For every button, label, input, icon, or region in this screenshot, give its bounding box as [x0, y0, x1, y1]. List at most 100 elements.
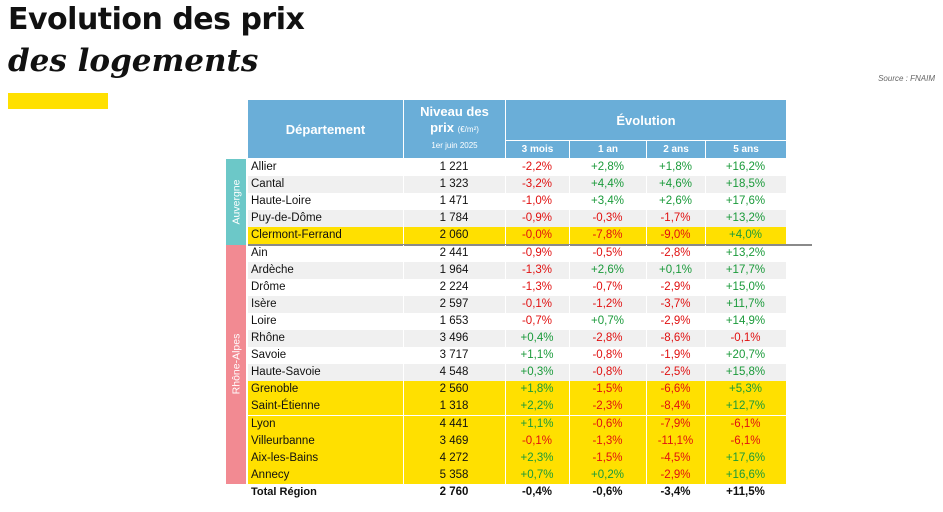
department-name: Savoie — [251, 349, 287, 362]
evolution-value: -6,6% — [660, 383, 691, 396]
evolution-value: -6,1% — [730, 434, 761, 447]
column-divider — [569, 261, 570, 279]
column-divider — [646, 449, 647, 467]
price-value: 1 964 — [439, 263, 469, 276]
column-divider — [646, 381, 647, 399]
department-name: Puy-de-Dôme — [251, 212, 322, 225]
department-name: Grenoble — [251, 383, 299, 396]
header-niveau-line2-wrap: prix (€/m²) — [430, 120, 479, 138]
column-divider — [646, 415, 647, 433]
evolution-value: -7,9% — [660, 417, 691, 430]
column-divider — [505, 227, 506, 245]
evolution-value: -1,5% — [592, 451, 623, 464]
total-evolution: -3,4% — [660, 485, 691, 498]
column-divider — [646, 295, 647, 313]
department-name: Villeurbanne — [251, 434, 315, 447]
price-value: 3 496 — [439, 332, 469, 344]
column-divider — [705, 176, 706, 194]
evolution-value: +2,6% — [659, 195, 692, 208]
evolution-value: +4,6% — [659, 178, 692, 191]
column-divider — [569, 227, 570, 245]
evolution-value: -0,8% — [592, 349, 623, 362]
department-name: Loire — [251, 314, 277, 327]
evolution-value: -11,1% — [657, 434, 694, 447]
evolution-value: +12,7% — [725, 400, 766, 413]
title-accent-bar — [8, 93, 108, 109]
row-background — [248, 466, 786, 484]
row-background — [248, 227, 786, 245]
table-row: Haute-Loire 1 471 -1,0% +3,4% +2,6% +17,6% — [226, 193, 786, 211]
table-row: Clermont-Ferrand 2 060 -0,0% -7,8% -9,0% +4,0… — [226, 227, 786, 245]
row-background — [248, 295, 786, 313]
evolution-value: -2,5% — [660, 366, 691, 379]
source-note: Source : FNAIM — [878, 74, 935, 83]
evolution-value: +4,0% — [729, 229, 762, 242]
column-divider — [505, 381, 506, 399]
column-divider — [705, 466, 706, 484]
evolution-value: -1,3% — [521, 280, 553, 293]
evolution-value: -2,8% — [592, 332, 623, 344]
price-value: 4 441 — [439, 417, 469, 430]
header-niveau-line2: prix — [430, 120, 454, 135]
table-row: Allier 1 221 -2,2% +2,8% +1,8% +16,2% — [226, 159, 786, 176]
evolution-value: +13,2% — [725, 246, 766, 259]
column-divider — [705, 364, 706, 382]
evolution-value: -0,1% — [521, 297, 553, 310]
evolution-value: +1,8% — [659, 161, 692, 173]
evolution-value: -2,9% — [660, 314, 691, 327]
evolution-value: +0,1% — [659, 263, 692, 276]
evolution-value: +1,1% — [520, 417, 554, 430]
department-name: Clermont-Ferrand — [251, 229, 342, 242]
table-row: Aix-les-Bains 4 272 +2,3% -1,5% -4,5% +17,6% — [226, 449, 786, 467]
region-label: Auvergne — [226, 159, 246, 245]
row-background — [248, 210, 786, 228]
evolution-value: -0,9% — [521, 246, 553, 259]
department-name: Haute-Loire — [251, 195, 312, 208]
column-divider — [403, 466, 404, 484]
evolution-value: +0,7% — [591, 314, 624, 327]
price-value: 3 717 — [439, 349, 469, 362]
header-period-5a: 5 ans — [706, 141, 786, 158]
table-row: Puy-de-Dôme 1 784 -0,9% -0,3% -1,7% +13,2% — [226, 210, 786, 228]
department-name: Haute-Savoie — [251, 366, 321, 379]
column-divider — [403, 347, 404, 365]
evolution-value: -3,7% — [660, 297, 691, 310]
department-name: Annecy — [251, 468, 290, 481]
price-value: 1 221 — [439, 161, 469, 173]
total-evolution: -0,4% — [521, 485, 553, 498]
department-name: Allier — [251, 161, 277, 173]
column-divider — [505, 176, 506, 194]
column-divider — [403, 449, 404, 467]
column-divider — [505, 261, 506, 279]
evolution-value: +5,3% — [729, 383, 762, 396]
column-divider — [403, 295, 404, 313]
evolution-value: +15,8% — [725, 366, 766, 379]
column-divider — [505, 398, 506, 416]
column-divider — [705, 227, 706, 245]
evolution-value: +1,8% — [520, 383, 554, 396]
department-name: Ain — [251, 246, 268, 259]
table-row: Savoie 3 717 +1,1% -0,8% -1,9% +20,7% — [226, 347, 786, 365]
price-value: 2 060 — [439, 229, 469, 242]
column-divider — [505, 193, 506, 211]
column-divider — [505, 210, 506, 228]
evolution-value: -1,3% — [592, 434, 623, 447]
column-divider — [705, 261, 706, 279]
evolution-value: +18,5% — [725, 178, 766, 191]
row-background — [248, 432, 786, 450]
page-title-line1: Evolution des prix — [8, 2, 305, 37]
table-row: Grenoble 2 560 +1,8% -1,5% -6,6% +5,3% — [226, 381, 786, 399]
evolution-value: -1,9% — [660, 349, 691, 362]
evolution-value: -7,8% — [592, 229, 623, 242]
header-period-2a: 2 ans — [647, 141, 705, 158]
evolution-value: +2,8% — [591, 161, 624, 173]
column-divider — [403, 312, 404, 330]
evolution-value: -2,9% — [660, 280, 691, 293]
column-divider — [403, 398, 404, 416]
total-label: Total Région — [251, 485, 317, 498]
evolution-value: -1,0% — [521, 195, 553, 208]
column-divider — [705, 193, 706, 211]
region-name: Rhône-Alpes — [230, 333, 243, 395]
evolution-value: -2,9% — [660, 468, 691, 481]
row-background — [248, 261, 786, 279]
